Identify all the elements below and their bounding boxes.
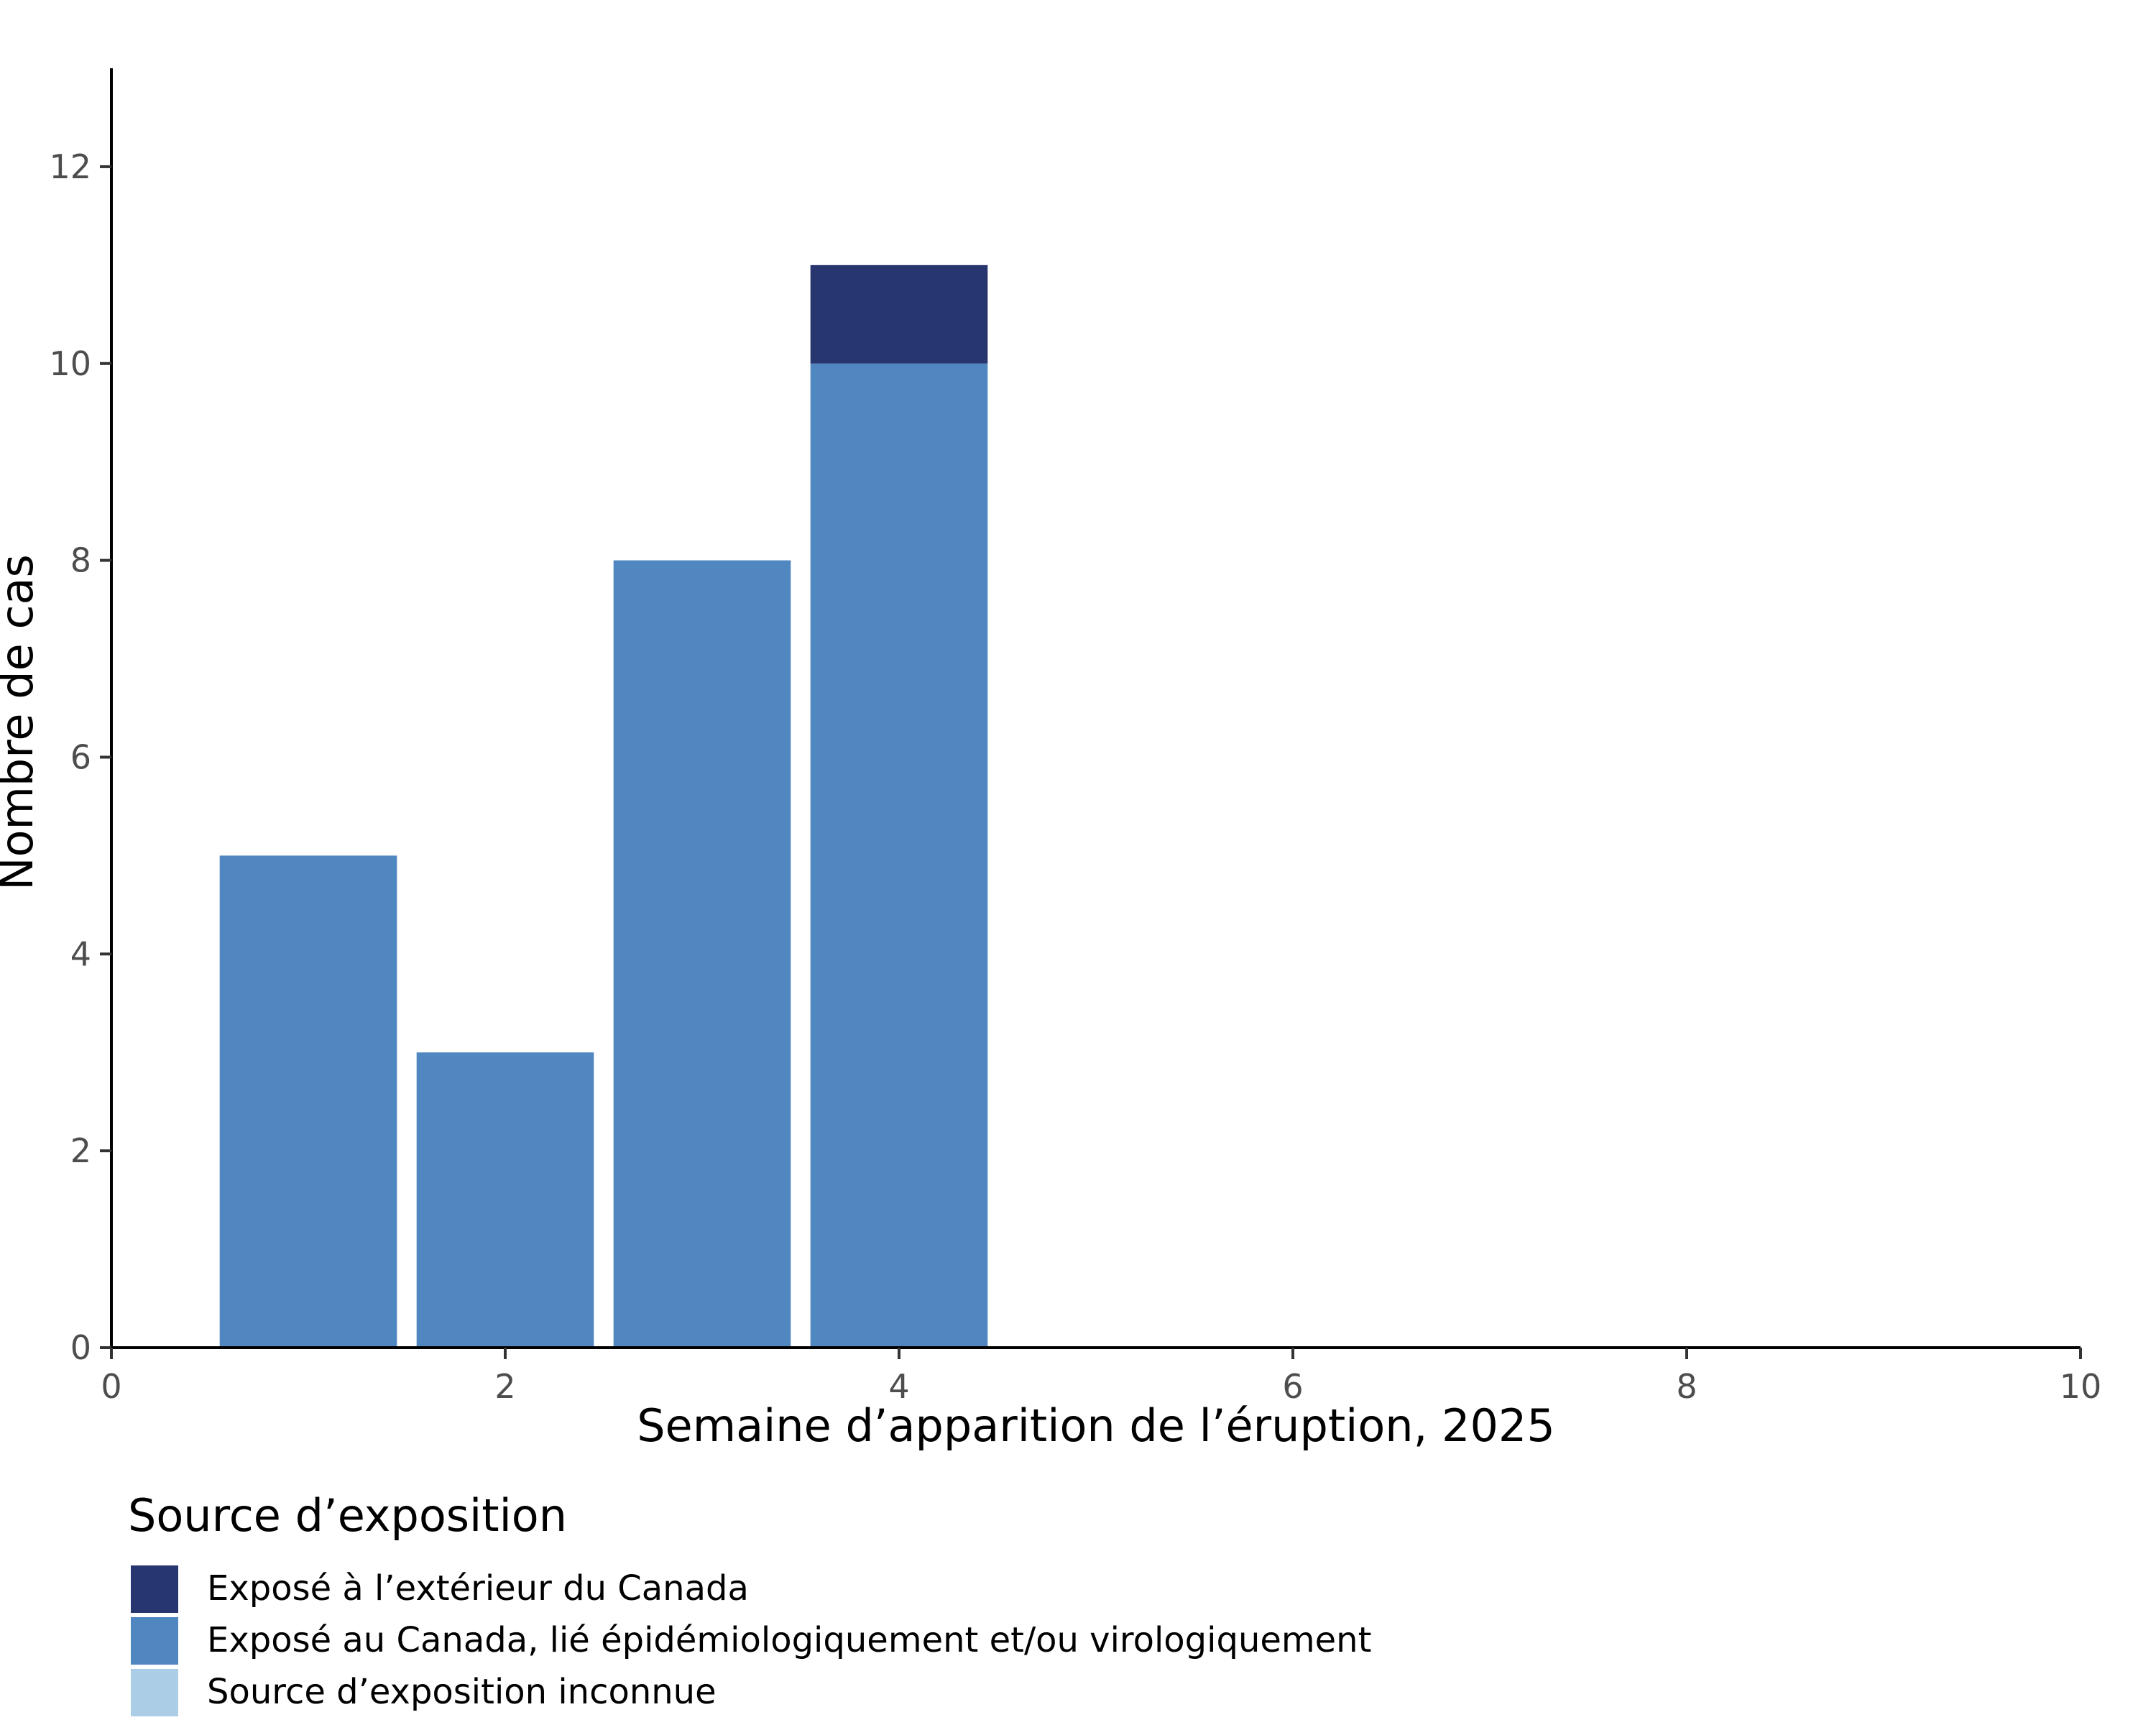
legend-label: Exposé à l’extérieur du Canada <box>207 1568 749 1609</box>
y-ticks-group: 0 2 4 6 8 10 12 <box>49 147 111 1367</box>
y-tick-label: 8 <box>70 541 91 580</box>
y-tick-label: 10 <box>49 344 91 383</box>
legend-swatch <box>131 1565 178 1613</box>
y-tick-label: 2 <box>70 1131 91 1170</box>
x-tick-label: 0 <box>101 1367 121 1406</box>
x-tick-label: 6 <box>1282 1367 1303 1406</box>
legend-label: Source d’exposition inconnue <box>207 1672 717 1712</box>
legend-label: Exposé au Canada, lié épidémiologiquemen… <box>207 1620 1371 1660</box>
x-ticks-group: 0 2 4 6 8 10 <box>101 1348 2101 1406</box>
bar-week-4-series-0 <box>810 363 988 1348</box>
x-axis-title: Semaine d’apparition de l’éruption, 2025 <box>637 1399 1555 1452</box>
bar-week-4-series-1 <box>810 264 988 364</box>
bars-group <box>219 264 988 1348</box>
y-tick-label: 6 <box>70 737 91 776</box>
x-tick-label: 2 <box>494 1367 515 1406</box>
legend-title: Source d’exposition <box>128 1489 567 1542</box>
y-tick-label: 12 <box>49 147 91 186</box>
bar-week-1-series-0 <box>219 855 397 1348</box>
legend-swatch <box>131 1669 178 1716</box>
x-tick-label: 8 <box>1676 1367 1697 1406</box>
y-tick-label: 0 <box>70 1328 91 1367</box>
bar-week-3-series-0 <box>613 560 791 1348</box>
axes-group <box>110 68 2081 1349</box>
y-tick-label: 4 <box>70 934 91 973</box>
x-tick-label: 10 <box>2060 1367 2102 1406</box>
legend: Source d’exposition Exposé à l’extérieur… <box>128 1489 1371 1716</box>
bar-week-2-series-0 <box>416 1052 594 1348</box>
legend-entries: Exposé à l’extérieur du Canada Exposé au … <box>131 1565 1371 1716</box>
legend-swatch <box>131 1617 178 1665</box>
x-tick-label: 4 <box>888 1367 909 1406</box>
y-axis-title: Nombre de cas <box>0 554 43 891</box>
